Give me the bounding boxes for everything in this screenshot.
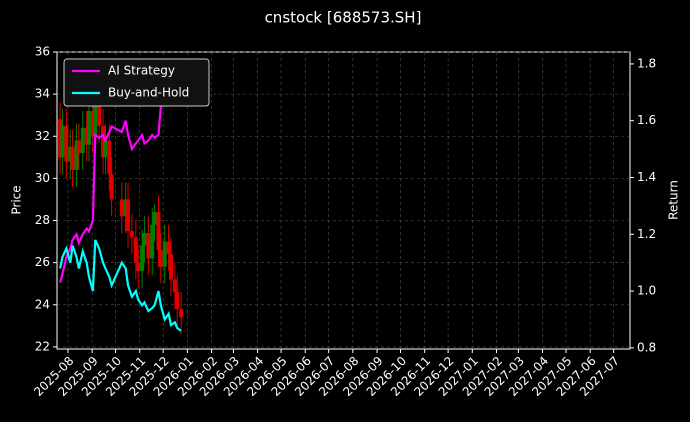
candle-body xyxy=(70,146,75,170)
candle-body xyxy=(93,98,98,137)
candle-body xyxy=(119,199,124,217)
y-tick-label: 30 xyxy=(35,171,50,185)
candle-body xyxy=(133,237,138,263)
candle-body xyxy=(80,127,85,154)
y2-tick-label: 0.8 xyxy=(637,340,656,354)
candle-body xyxy=(87,110,92,145)
candle-body xyxy=(158,250,163,267)
y2-axis-label: Return xyxy=(667,180,681,220)
y-tick-label: 32 xyxy=(35,129,50,143)
y-tick-label: 26 xyxy=(35,255,50,269)
y2-tick-label: 1.6 xyxy=(637,113,656,127)
candle-body xyxy=(129,231,134,238)
candle-body xyxy=(172,279,177,293)
candle-body xyxy=(175,292,180,309)
candle-body xyxy=(58,119,63,158)
line-series xyxy=(59,239,182,332)
candle-body xyxy=(136,262,141,272)
candle-body xyxy=(123,199,128,217)
y2-tick-label: 1.8 xyxy=(637,56,656,70)
candle-body xyxy=(101,125,106,158)
candle-body xyxy=(74,140,79,170)
candle-body xyxy=(142,233,147,246)
candle-body xyxy=(60,125,65,158)
candle-body xyxy=(107,140,112,175)
candle-body xyxy=(168,254,173,280)
y2-tick-label: 1.4 xyxy=(637,170,656,184)
candle-body xyxy=(68,146,73,162)
candle-body xyxy=(109,174,114,200)
candle-body xyxy=(126,199,131,232)
candle-body xyxy=(90,110,95,137)
candle-body xyxy=(166,241,171,255)
candle-body xyxy=(84,127,89,145)
candle-body xyxy=(140,245,145,272)
candle-body xyxy=(97,98,102,126)
y-axis-label: Price xyxy=(10,185,24,214)
y-tick-label: 34 xyxy=(35,87,50,101)
y-tick-label: 36 xyxy=(35,45,50,59)
y-tick-label: 24 xyxy=(35,297,50,311)
candle-body xyxy=(76,140,81,154)
candle-body xyxy=(152,212,157,225)
candle-body xyxy=(64,125,69,162)
candle-body xyxy=(162,241,167,267)
legend-box xyxy=(63,58,210,107)
candle-body xyxy=(103,140,108,158)
chart-title: cnstock [688573.SH] xyxy=(265,9,422,27)
y2-tick-label: 1.0 xyxy=(637,284,656,298)
legend-label: Buy-and-Hold xyxy=(108,86,189,100)
candle-body xyxy=(179,308,184,318)
candle-body xyxy=(156,212,161,250)
candle-body xyxy=(150,224,155,259)
y-tick-label: 22 xyxy=(35,339,50,353)
y2-tick-label: 1.2 xyxy=(637,227,656,241)
legend-label: AI Strategy xyxy=(108,64,175,78)
y-tick-label: 28 xyxy=(35,213,50,227)
candle-body xyxy=(146,233,151,259)
